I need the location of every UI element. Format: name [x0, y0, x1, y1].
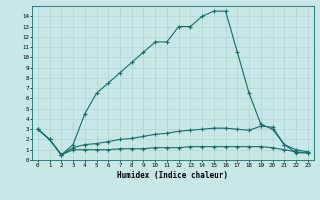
X-axis label: Humidex (Indice chaleur): Humidex (Indice chaleur): [117, 171, 228, 180]
